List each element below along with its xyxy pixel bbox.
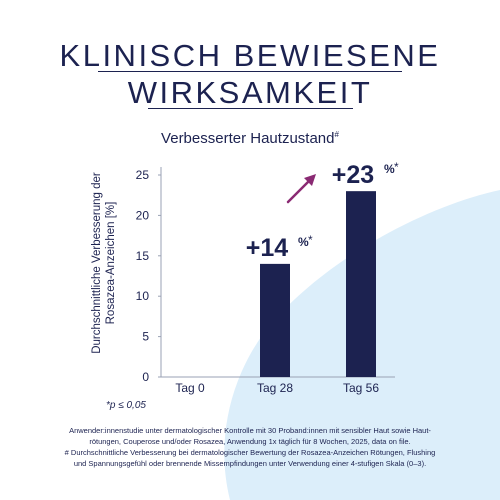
x-tick-label: Tag 56 xyxy=(343,381,379,395)
y-tick-label: 25 xyxy=(136,168,150,182)
bar-value-unit: % xyxy=(384,162,395,176)
significance-mark: * xyxy=(308,233,313,247)
bar-value-label: +14 xyxy=(246,234,289,262)
headline-underline-1 xyxy=(98,71,402,73)
chart-title: Verbesserter Hautzustand# xyxy=(0,130,500,147)
y-tick-label: 15 xyxy=(136,249,150,263)
headline-line-2: WIRKSAMKEIT xyxy=(127,75,373,110)
y-tick-label: 0 xyxy=(142,370,149,384)
x-tick-label: Tag 28 xyxy=(257,381,293,395)
study-footnote-line-4: und Spannungsgefühl oder brennende Misse… xyxy=(73,459,427,468)
y-tick-label: 5 xyxy=(142,330,149,344)
headline-line-1: KLINISCH BEWIESENE xyxy=(59,38,441,73)
significance-mark: * xyxy=(394,160,399,174)
chart-title-text: Verbesserter Hautzustand xyxy=(161,130,335,147)
study-footnote-line-3: # Durchschnittliche Verbesserung bei der… xyxy=(64,448,436,457)
headline-underline-2 xyxy=(148,108,353,110)
study-footnote-line-1: Anwender:innenstudie unter dermatologisc… xyxy=(69,426,431,435)
trend-arrow-head xyxy=(304,174,316,186)
y-tick-label: 20 xyxy=(136,208,150,222)
bar-tag-56 xyxy=(346,191,376,377)
chart-title-mark: # xyxy=(334,130,339,139)
significance-footnote: *p ≤ 0,05 xyxy=(106,400,146,411)
x-tick-label: Tag 0 xyxy=(175,381,205,395)
bar-value-unit: % xyxy=(298,235,309,249)
study-footnote-line-2: rötungen, Couperose und/oder Rosazea, An… xyxy=(89,437,411,446)
bar-value-label: +23 xyxy=(332,161,374,189)
bar-tag-28 xyxy=(260,263,290,377)
trend-arrow xyxy=(286,179,311,204)
y-tick-label: 10 xyxy=(136,289,150,303)
study-footnote: Anwender:innenstudie unter dermatologisc… xyxy=(12,425,488,469)
